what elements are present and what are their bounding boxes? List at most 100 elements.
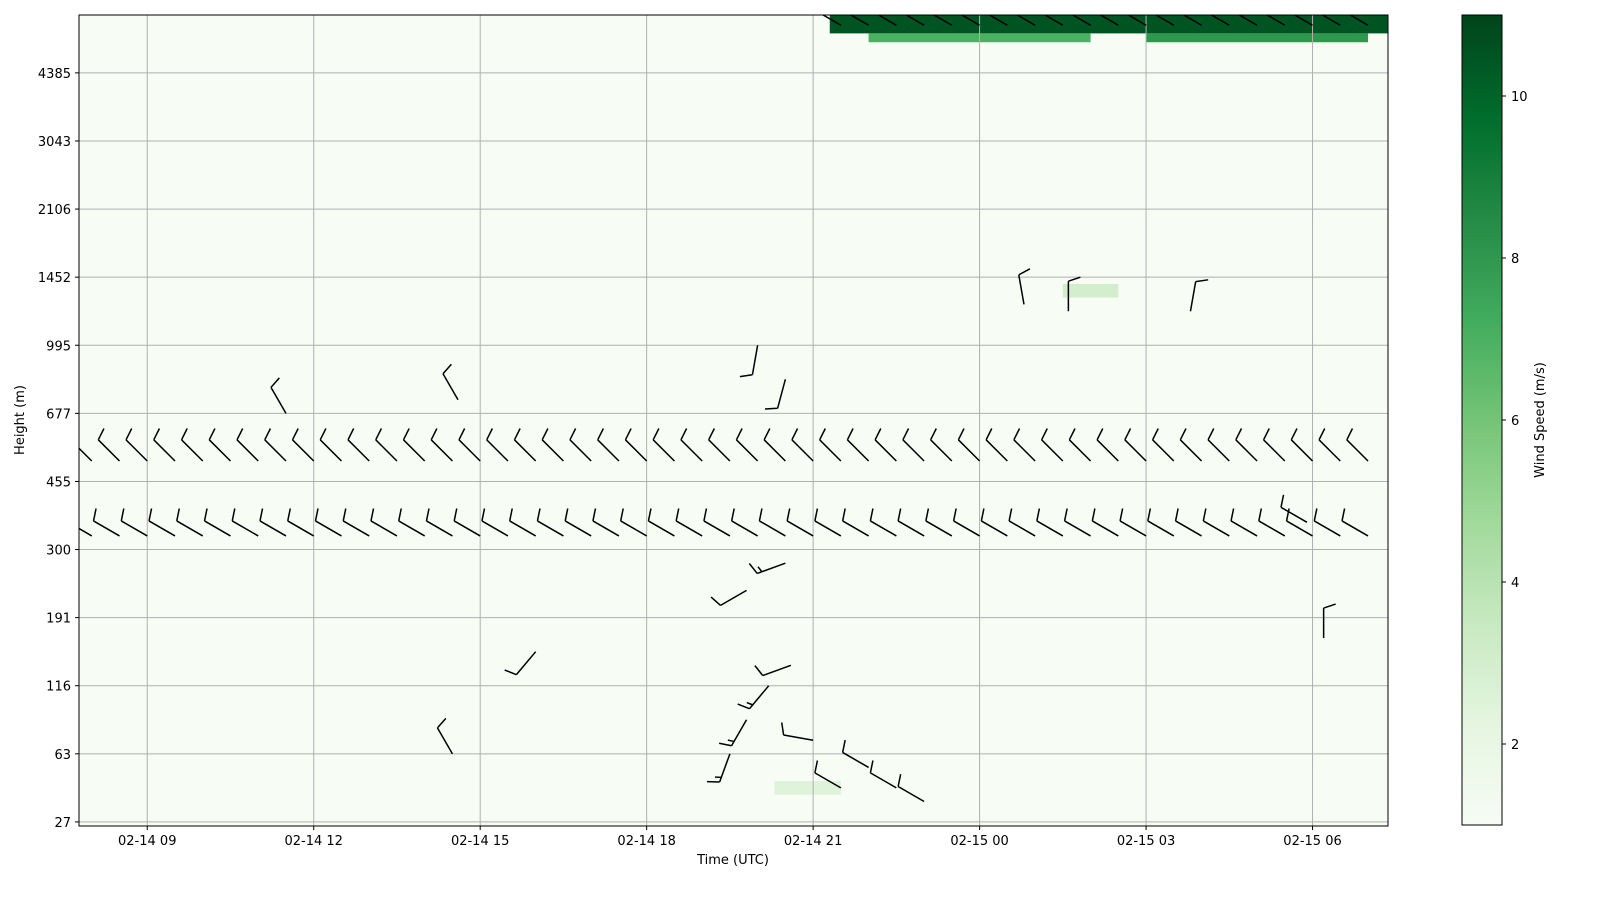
wind-barb — [814, 760, 842, 789]
wind-barb — [508, 508, 537, 537]
wind-barb — [897, 508, 925, 537]
y-tick-label: 191 — [46, 612, 71, 627]
x-tick-label: 02-14 21 — [784, 834, 842, 849]
wind-barb — [988, 15, 1008, 26]
wind-barb — [710, 589, 747, 607]
wind-barb — [153, 428, 176, 462]
wind-barb — [1230, 508, 1258, 537]
wind-barb — [904, 15, 925, 26]
wind-barb — [869, 508, 897, 537]
wind-barb — [270, 377, 287, 414]
wind-barb — [1313, 508, 1341, 537]
y-tick-label: 27 — [54, 816, 71, 831]
wind-barb — [764, 379, 787, 410]
wind-barb — [1348, 15, 1369, 26]
wind-barb — [513, 428, 537, 462]
axes: 02-14 09 02-14 12 02-14 15 02-14 18 02-14 21… — [38, 67, 1342, 849]
wind-barb — [780, 722, 814, 741]
wind-barb — [231, 508, 259, 537]
wind-barb — [370, 508, 398, 537]
y-axis-label: Height (m) — [13, 385, 28, 455]
wind-barb — [1154, 15, 1175, 26]
wind-barb — [1265, 15, 1286, 26]
wind-barb — [486, 428, 509, 462]
wind-barb — [1262, 428, 1286, 462]
wind-barb — [425, 508, 453, 537]
wind-barb — [1071, 15, 1091, 26]
wind-barb — [442, 363, 459, 401]
y-tick-label: 63 — [54, 748, 71, 763]
wind-barb — [436, 717, 454, 755]
x-tick-label: 02-14 09 — [118, 834, 176, 849]
wind-barb — [180, 428, 204, 462]
wind-barb — [1043, 15, 1064, 26]
wind-barb — [841, 508, 869, 537]
wind-barb — [680, 428, 703, 462]
wind-barb — [291, 428, 315, 462]
wind-barb — [79, 447, 93, 462]
wind-barb — [1067, 276, 1081, 312]
heatmap-background — [79, 15, 1388, 826]
x-tick-label: 02-15 00 — [950, 834, 1008, 849]
wind-barb — [818, 428, 842, 462]
wind-barb — [869, 760, 897, 789]
wind-barb — [980, 508, 1008, 537]
x-axis-label: Time (UTC) — [696, 853, 769, 868]
wind-barb — [1151, 428, 1175, 462]
heatmap-cell — [1062, 283, 1119, 298]
wind-barb — [877, 15, 897, 26]
wind-barb — [932, 15, 953, 26]
wind-barb — [925, 508, 953, 537]
colorbar — [1461, 14, 1503, 826]
x-tick-label: 02-14 15 — [451, 834, 509, 849]
wind-barb — [1322, 603, 1336, 639]
y-tick-label: 1452 — [38, 271, 71, 286]
heatmap-cell — [774, 781, 841, 795]
plot-frame — [78, 14, 1389, 827]
wind-barb — [763, 428, 786, 462]
wind-barb — [849, 15, 869, 26]
wind-barb — [1068, 428, 1092, 462]
wind-barb — [1091, 508, 1119, 537]
wind-barb — [1013, 428, 1036, 462]
wind-barb — [1290, 428, 1314, 462]
wind-barb — [536, 508, 564, 537]
wind-barb — [1321, 15, 1341, 26]
wind-barb — [375, 428, 398, 462]
x-tick-label: 02-14 12 — [284, 834, 342, 849]
wind-barb — [821, 15, 842, 26]
wind-barb — [814, 508, 842, 537]
wind-barb — [952, 508, 980, 537]
wind-barb — [592, 508, 620, 537]
wind-barb — [1293, 15, 1313, 26]
wind-barb — [208, 428, 232, 462]
wind-barb — [1063, 508, 1091, 537]
x-tick-label: 02-14 18 — [617, 834, 675, 849]
wind-barb — [97, 428, 121, 462]
wind-barb — [1147, 508, 1175, 537]
wind-barb — [1207, 428, 1230, 462]
wind-barb — [1235, 428, 1258, 462]
wind-barb — [1174, 508, 1202, 537]
wind-barb — [647, 508, 675, 537]
y-tick-label: 995 — [46, 339, 71, 354]
y-tick-label: 455 — [46, 475, 71, 490]
y-tick-label: 300 — [46, 544, 71, 559]
wind-barb — [960, 15, 980, 26]
wind-barb — [1099, 15, 1119, 26]
wind-barb — [259, 508, 287, 537]
wind-barb — [92, 508, 120, 537]
wind-barb — [481, 508, 509, 537]
wind-barb — [236, 428, 259, 462]
wind-barb — [675, 508, 703, 537]
wind-barb — [597, 428, 620, 462]
wind-barb — [342, 508, 370, 537]
wind-barb — [1341, 508, 1369, 537]
wind-barb — [619, 508, 648, 537]
colorbar-tick-label: 8 — [1511, 252, 1519, 267]
y-tick-label: 677 — [46, 407, 71, 422]
wind-barb — [1210, 15, 1230, 26]
wind-barb — [1346, 428, 1369, 462]
wind-barb — [120, 508, 148, 537]
